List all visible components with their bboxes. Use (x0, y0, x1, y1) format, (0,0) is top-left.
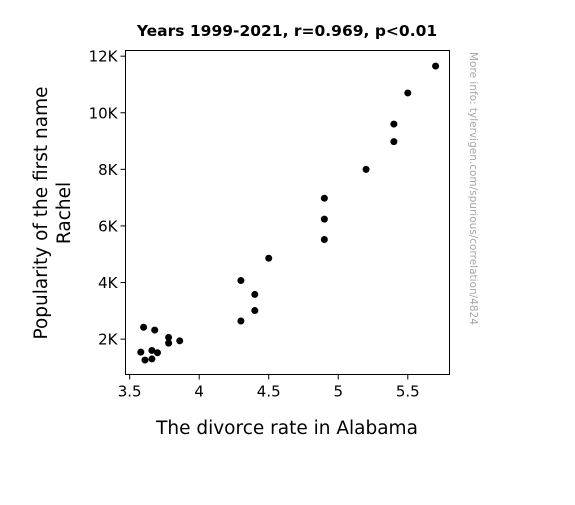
y-tick-label: 4K (98, 274, 119, 292)
y-tick-label: 12K (89, 48, 119, 66)
data-point (404, 89, 412, 97)
data-point (320, 194, 328, 202)
y-tick-label: 8K (98, 161, 119, 179)
x-tick-label: 4.5 (257, 383, 281, 401)
x-tick-label: 5.5 (396, 383, 420, 401)
y-axis-label-line-1: Popularity of the first name (31, 86, 52, 339)
data-point (165, 339, 173, 347)
data-point (251, 307, 259, 315)
data-point (153, 349, 161, 357)
x-tick-label: 3.5 (118, 383, 142, 401)
data-point (148, 346, 156, 354)
y-axis-label-line-2: Rachel (54, 182, 75, 244)
data-point (141, 356, 149, 364)
y-axis-label: Popularity of the first name Rachel (31, 86, 75, 339)
x-axis-label: The divorce rate in Alabama (155, 418, 418, 439)
data-point (140, 323, 148, 331)
data-point (165, 333, 173, 341)
plot-frame (125, 50, 450, 375)
x-tick-label: 4 (194, 383, 204, 401)
data-point (237, 277, 245, 285)
data-point (151, 326, 159, 334)
source-credit: More info: tylervigen.com/spurious/corre… (467, 52, 479, 325)
data-point (137, 348, 145, 356)
data-point (390, 120, 398, 128)
y-tick-label: 10K (89, 104, 119, 122)
data-point (432, 62, 440, 70)
data-point (251, 290, 259, 298)
data-point (237, 317, 245, 325)
data-point (320, 236, 328, 244)
data-point (265, 254, 273, 262)
y-tick-label: 6K (98, 217, 119, 235)
data-points (137, 62, 440, 364)
x-tick-label: 5 (333, 383, 343, 401)
data-point (148, 355, 156, 363)
x-axis: 3.5 4 4.5 5 5.5 (118, 374, 420, 401)
chart-title: Years 1999-2021, r=0.969, p<0.01 (136, 22, 437, 40)
y-tick-label: 2K (98, 331, 119, 349)
data-point (390, 138, 398, 146)
data-point (320, 215, 328, 223)
data-point (176, 337, 184, 345)
data-point (362, 165, 370, 173)
y-axis: 2K 4K 6K 8K 10K 12K (89, 48, 126, 349)
